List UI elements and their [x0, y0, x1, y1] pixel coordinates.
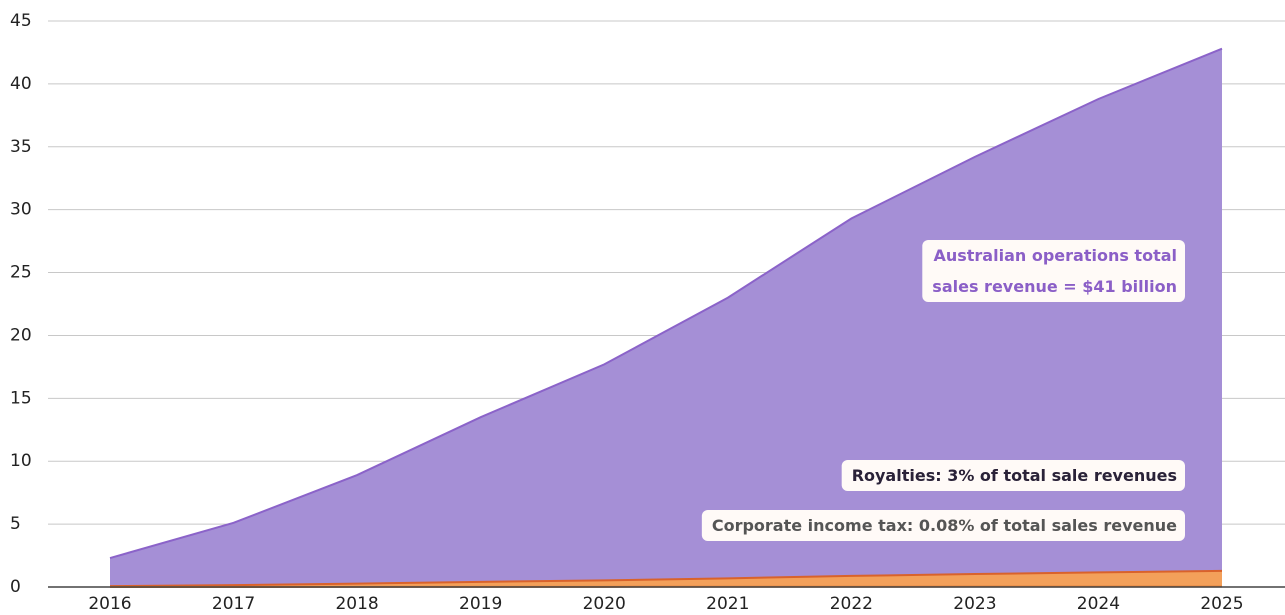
- x-tick-label: 2021: [706, 594, 749, 614]
- annotation-text: Corporate income tax: 0.08% of total sal…: [712, 516, 1177, 535]
- annotation: Royalties: 3% of total sale revenues: [841, 460, 1185, 491]
- y-tick-label: 15: [10, 388, 32, 408]
- y-tick-label: 25: [10, 263, 32, 283]
- x-tick-label: 2019: [459, 594, 502, 614]
- annotation-box: [701, 510, 1185, 541]
- area-line: [109, 47, 1223, 560]
- annotation-text: Royalties: 3% of total sale revenues: [852, 466, 1177, 485]
- x-tick-label: 2016: [88, 594, 131, 614]
- area: [110, 48, 1222, 587]
- x-tick-label: 2024: [1077, 594, 1120, 614]
- x-tick-label: 2020: [583, 594, 626, 614]
- y-tick-label: 5: [10, 514, 21, 534]
- x-tick-label: 2023: [953, 594, 996, 614]
- y-tick-label: 0: [10, 577, 21, 597]
- annotation-box: [922, 240, 1185, 302]
- y-tick-label: 10: [10, 451, 32, 471]
- annotation: Australian operations total sales revenue…: [922, 240, 1185, 302]
- y-tick-label: 45: [10, 11, 32, 31]
- x-tick-label: 2017: [212, 594, 255, 614]
- area-line: [109, 569, 1223, 588]
- x-tick-label: 2018: [335, 594, 378, 614]
- y-tick-label: 35: [10, 137, 32, 157]
- annotation-box: [841, 460, 1185, 491]
- x-tick-label: 2022: [830, 594, 873, 614]
- annotation: Corporate income tax: 0.08% of total sal…: [701, 510, 1185, 541]
- x-tick-label: 2025: [1200, 594, 1243, 614]
- annotation-text: Australian operations total: [933, 246, 1177, 265]
- annotation-text: sales revenue = $41 billion: [932, 277, 1177, 296]
- y-tick-label: 20: [10, 325, 32, 345]
- y-tick-label: 30: [10, 200, 32, 220]
- y-tick-label: 40: [10, 74, 32, 94]
